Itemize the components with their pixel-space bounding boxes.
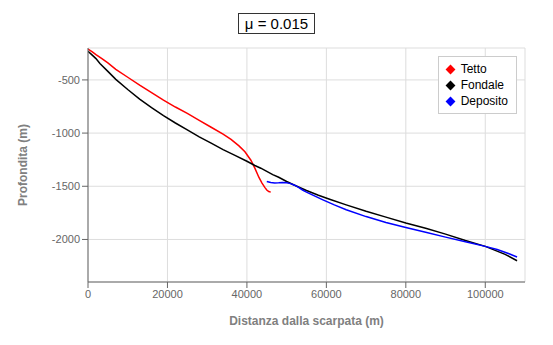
svg-text:-500: -500: [58, 74, 80, 86]
svg-text:100000: 100000: [467, 288, 504, 300]
svg-text:0: 0: [85, 288, 91, 300]
svg-text:80000: 80000: [391, 288, 422, 300]
svg-text:Distanza dalla scarpata (m): Distanza dalla scarpata (m): [229, 314, 384, 328]
svg-text:Profondita (m): Profondita (m): [16, 124, 30, 206]
svg-text:-1000: -1000: [52, 127, 80, 139]
svg-text:20000: 20000: [152, 288, 183, 300]
svg-text:-1500: -1500: [52, 180, 80, 192]
html-text:Fondale: Fondale: [460, 78, 504, 92]
svg-text:-2000: -2000: [52, 233, 80, 245]
svg-text:40000: 40000: [232, 288, 263, 300]
svg-text:60000: 60000: [311, 288, 342, 300]
html-text:μ = 0.015: μ = 0.015: [244, 14, 309, 32]
html-text:Tetto: Tetto: [460, 62, 487, 76]
html-text:Deposito: Deposito: [460, 94, 508, 108]
